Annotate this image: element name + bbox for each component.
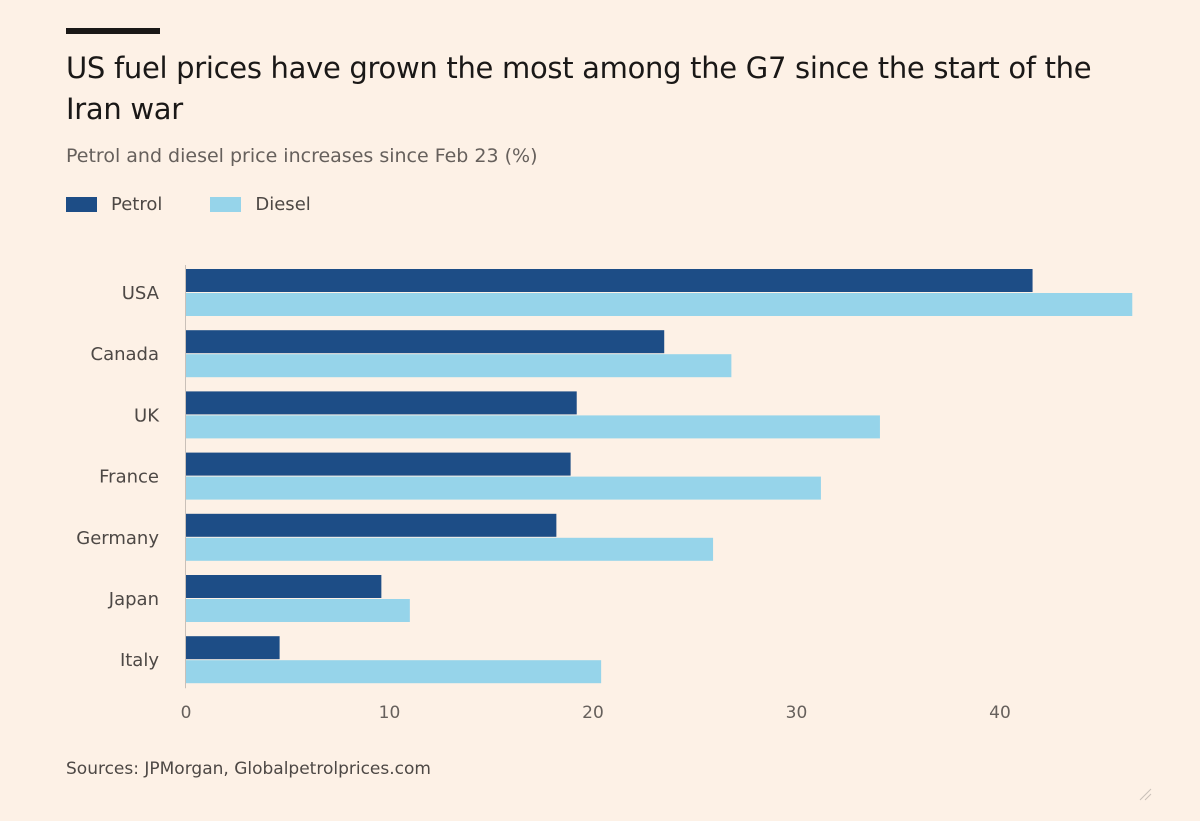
category-label-usa: USA — [122, 283, 160, 304]
bar-diesel-italy — [186, 660, 602, 684]
bar-petrol-italy — [186, 636, 280, 660]
x-tick-label-20: 20 — [582, 703, 604, 723]
bar-petrol-france — [186, 452, 571, 476]
bar-petrol-germany — [186, 513, 557, 537]
bar-diesel-japan — [186, 599, 410, 622]
category-label-italy: Italy — [120, 650, 159, 671]
chart-subtitle: Petrol and diesel price increases since … — [66, 145, 538, 167]
legend-swatch-petrol — [66, 197, 97, 212]
bar-diesel-germany — [186, 537, 714, 561]
bar-diesel-france — [186, 476, 821, 500]
legend-label-petrol: Petrol — [111, 194, 163, 215]
chart-title: US fuel prices have grown the most among… — [66, 51, 1092, 126]
x-tick-label-40: 40 — [989, 703, 1011, 723]
bar-diesel-uk — [186, 415, 880, 439]
resize-grip-icon — [1139, 788, 1152, 801]
bar-petrol-japan — [186, 575, 382, 598]
legend-label-diesel: Diesel — [255, 194, 311, 215]
category-label-canada: Canada — [91, 344, 160, 365]
legend-item-diesel: Diesel — [210, 194, 311, 215]
legend-swatch-diesel — [210, 197, 242, 212]
bar-diesel-usa — [186, 293, 1133, 316]
category-label-uk: UK — [134, 405, 160, 426]
x-tick-label-10: 10 — [379, 703, 401, 723]
title-rule — [66, 28, 160, 34]
category-label-japan: Japan — [108, 589, 159, 610]
bar-diesel-canada — [186, 354, 732, 378]
legend: Petrol Diesel — [66, 194, 359, 215]
x-tick-label-30: 30 — [786, 703, 808, 723]
bar-petrol-uk — [186, 391, 577, 415]
bar-petrol-usa — [186, 269, 1033, 292]
x-tick-label-0: 0 — [181, 703, 192, 723]
legend-item-petrol: Petrol — [66, 194, 162, 215]
category-label-france: France — [99, 467, 159, 488]
category-label-germany: Germany — [76, 528, 159, 549]
bar-petrol-canada — [186, 330, 665, 354]
chart-source: Sources: JPMorgan, Globalpetrolprices.co… — [66, 759, 431, 779]
